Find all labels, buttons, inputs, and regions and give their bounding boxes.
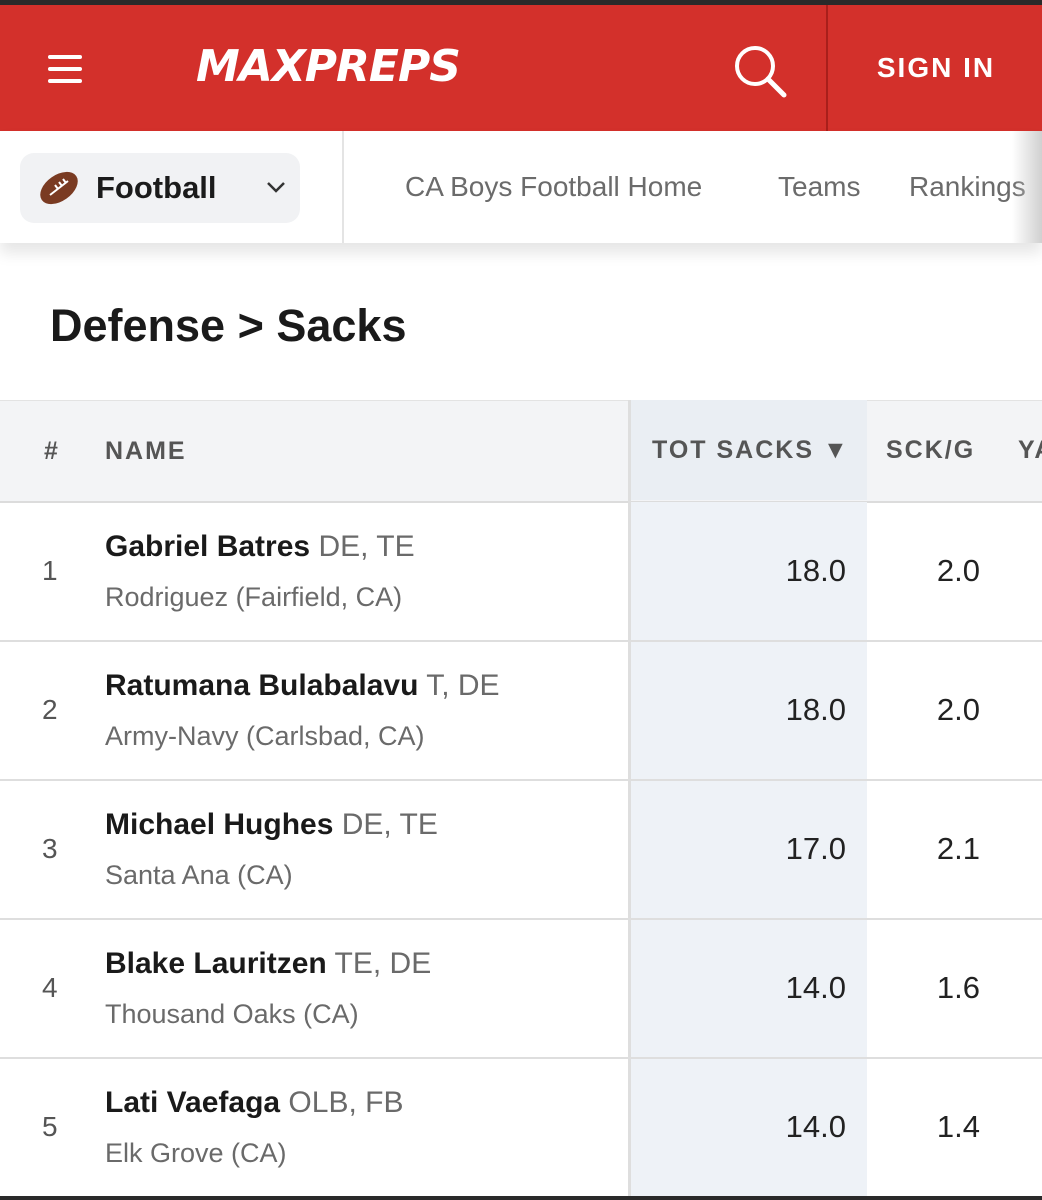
table-header: # NAME <box>0 400 1042 503</box>
sorted-header-bg <box>631 400 867 500</box>
column-separator <box>628 400 631 1196</box>
col-rank: # <box>44 437 60 465</box>
tot-sacks-value: 14.0 <box>785 970 846 1005</box>
player-position: DE, TE <box>341 808 438 841</box>
player-school[interactable]: Elk Grove (CA) <box>105 1138 287 1168</box>
sck-per-game-value: 1.4 <box>936 1109 980 1144</box>
player-name[interactable]: Blake Lauritzen <box>105 947 327 980</box>
table-row[interactable]: 3 Michael Hughes DE, TE Santa Ana (CA) 1… <box>0 780 1042 920</box>
player-name[interactable]: Lati Vaefaga <box>105 1086 281 1119</box>
sck-per-game-value: 2.0 <box>936 692 980 727</box>
player-name[interactable]: Ratumana Bulabalavu <box>105 669 419 702</box>
tot-sacks-value: 17.0 <box>785 831 846 866</box>
nav-link-home[interactable]: CA Boys Football Home <box>405 171 703 202</box>
sck-per-game-value: 2.1 <box>936 831 980 866</box>
sport-subnav: Football CA Boys Football Home Teams Ran… <box>0 131 1042 243</box>
scroll-fade <box>1012 131 1042 243</box>
table-row[interactable]: 4 Blake Lauritzen TE, DE Thousand Oaks (… <box>0 919 1042 1059</box>
player-name[interactable]: Michael Hughes <box>105 808 334 841</box>
col-sck-per-game[interactable]: SCK/G <box>886 436 976 464</box>
player-school[interactable]: Rodriguez (Fairfield, CA) <box>105 582 403 612</box>
col-next[interactable]: YA <box>1018 436 1042 464</box>
maxpreps-logo[interactable]: MAXPREPS <box>196 41 461 92</box>
player-position: OLB, FB <box>288 1086 404 1119</box>
football-icon <box>40 171 78 205</box>
player-position: T, DE <box>426 669 500 702</box>
subnav-divider <box>342 131 344 243</box>
player-school[interactable]: Army-Navy (Carlsbad, CA) <box>105 721 425 751</box>
page-title: Defense > Sacks <box>50 300 407 351</box>
tot-sacks-value: 18.0 <box>785 553 846 588</box>
bottom-border <box>0 1196 1042 1200</box>
top-border <box>0 0 1042 5</box>
row-rank: 5 <box>42 1111 58 1142</box>
row-rank: 3 <box>42 833 58 864</box>
player-position: DE, TE <box>318 530 415 563</box>
nav-link-rankings[interactable]: Rankings <box>909 171 1026 202</box>
col-tot-sacks[interactable]: TOT SACKS ▼ <box>652 436 850 464</box>
player-position: TE, DE <box>334 947 432 980</box>
nav-link-teams[interactable]: Teams <box>778 171 861 202</box>
table-row[interactable]: 5 Lati Vaefaga OLB, FB Elk Grove (CA) 14… <box>0 1058 1042 1196</box>
sck-per-game-value: 1.6 <box>936 970 980 1005</box>
search-icon[interactable] <box>728 39 792 103</box>
row-rank: 4 <box>42 972 58 1003</box>
chevron-down-icon <box>267 182 285 193</box>
tot-sacks-value: 18.0 <box>785 692 846 727</box>
table-row[interactable]: 2 Ratumana Bulabalavu T, DE Army-Navy (C… <box>0 641 1042 781</box>
sport-label: Football <box>96 170 217 205</box>
player-name[interactable]: Gabriel Batres <box>105 530 311 563</box>
header-divider <box>826 5 828 131</box>
sport-selector[interactable]: Football <box>20 153 300 223</box>
sorted-column-bg <box>631 502 867 1196</box>
player-school[interactable]: Santa Ana (CA) <box>105 860 293 890</box>
col-name[interactable]: NAME <box>105 437 187 465</box>
row-rank: 2 <box>42 694 58 725</box>
table-row[interactable]: 1 Gabriel Batres DE, TE Rodriguez (Fairf… <box>0 502 1042 642</box>
sign-in-button[interactable]: SIGN IN <box>876 52 996 83</box>
tot-sacks-value: 14.0 <box>785 1109 846 1144</box>
hamburger-menu-icon[interactable] <box>44 51 86 87</box>
row-rank: 1 <box>42 555 58 586</box>
player-school[interactable]: Thousand Oaks (CA) <box>105 999 359 1029</box>
sck-per-game-value: 2.0 <box>936 553 980 588</box>
site-header: MAXPREPS SIGN IN <box>0 5 1042 131</box>
